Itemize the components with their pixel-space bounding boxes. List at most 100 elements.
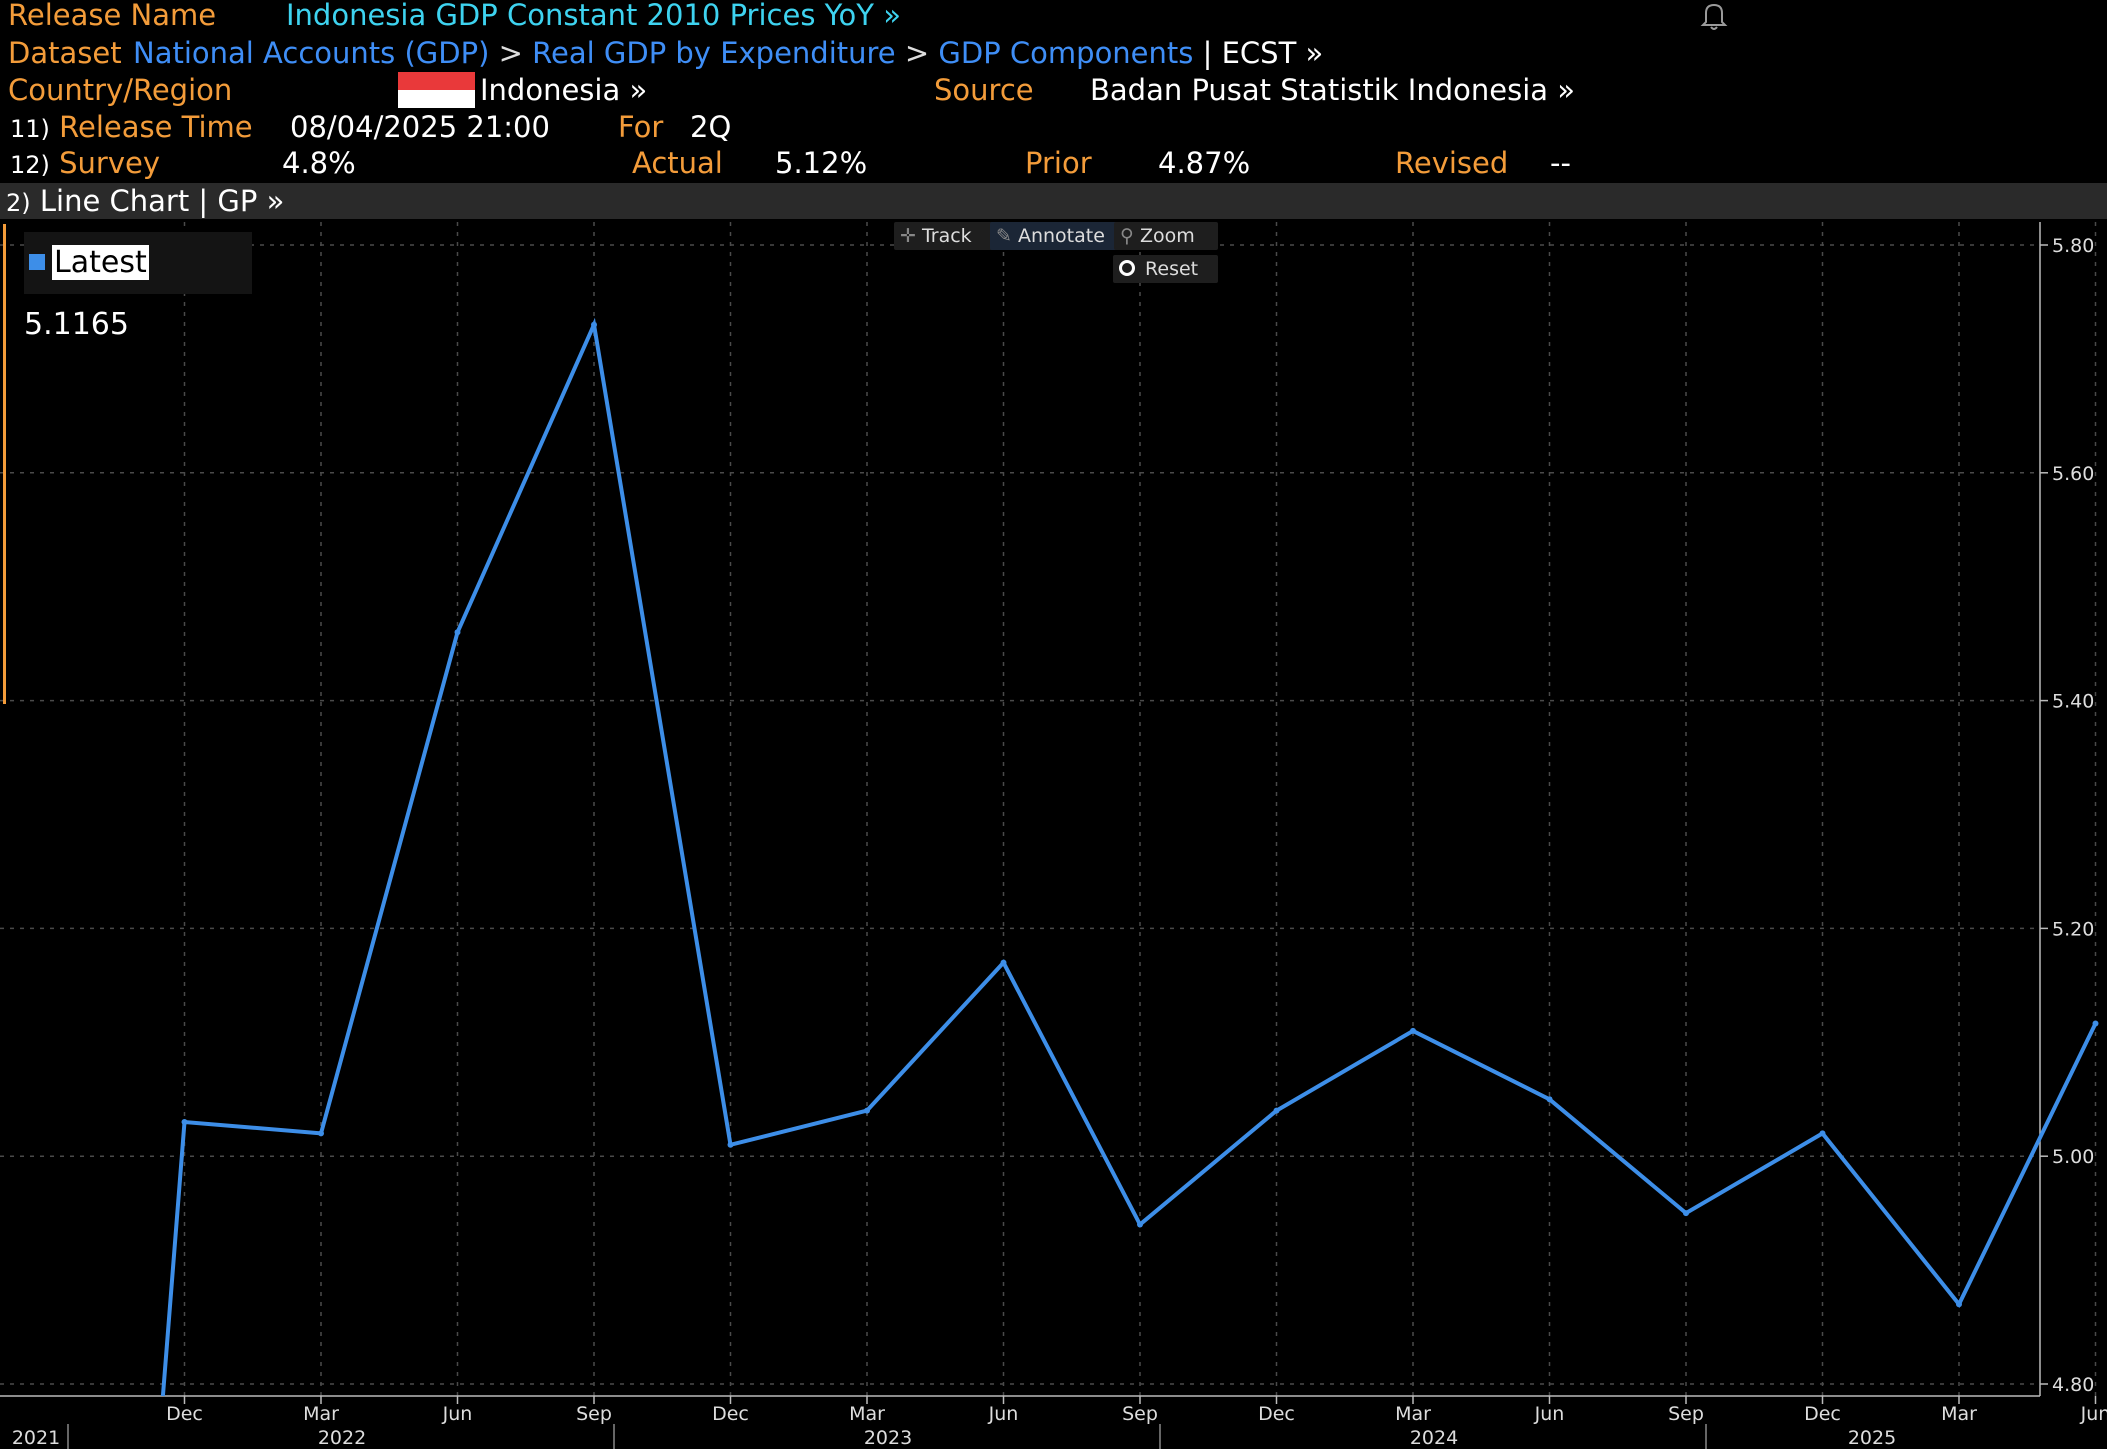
dataset-path-national-accounts[interactable]: National Accounts (GDP): [133, 36, 490, 70]
x-month-label: Sep: [1668, 1403, 1704, 1425]
section-title-link[interactable]: Line Chart | GP »: [39, 184, 285, 218]
country-label: Country/Region: [8, 73, 233, 107]
x-month-label: Dec: [712, 1403, 749, 1425]
series-point[interactable]: [727, 1141, 734, 1148]
revised-value: --: [1550, 146, 1571, 180]
line-chart[interactable]: 5.805.605.405.205.004.80 Dec Mar Jun Sep Dec…: [0, 219, 2107, 1449]
series-points: [181, 321, 2099, 1308]
source-value-wrap: Badan Pusat Statistik Indonesia »: [1090, 72, 1575, 108]
series-point[interactable]: [1137, 1221, 1143, 1228]
section-number[interactable]: 2): [6, 189, 31, 217]
survey-number[interactable]: 12): [10, 151, 50, 179]
y-tick-label: 5.20: [2052, 918, 2094, 940]
indonesia-flag-icon: [398, 72, 475, 108]
country-value-wrap: Indonesia »: [480, 72, 647, 108]
chart-grid: [0, 222, 2097, 1396]
y-tick-label: 5.80: [2052, 235, 2094, 257]
x-month-label: Jun: [2080, 1403, 2107, 1425]
gdp-yoy-series-line[interactable]: [160, 317, 2098, 1397]
prior-value: 4.87%: [1158, 146, 1251, 180]
dataset-path-gdp-components[interactable]: GDP Components: [938, 36, 1194, 70]
x-month-label: Dec: [1258, 1403, 1295, 1425]
series-point[interactable]: [318, 1130, 324, 1137]
y-axis-labels: 5.80 5.60 5.40 5.20 5.00 4.80: [2052, 235, 2094, 1396]
reset-button[interactable]: Reset: [1113, 255, 1218, 283]
magnifier-icon: ⚲: [1120, 225, 1134, 247]
breadcrumb-separator: >: [498, 36, 523, 70]
x-month-label: Dec: [166, 1403, 203, 1425]
release-name-link[interactable]: Indonesia GDP Constant 2010 Prices YoY »: [286, 0, 901, 32]
survey-row: 12) Survey: [10, 145, 160, 181]
release-time-value: 08/04/2025 21:00: [290, 110, 550, 144]
x-year-label: 2022: [318, 1427, 366, 1449]
chart-axes: [0, 222, 2097, 1449]
series-point[interactable]: [1273, 1107, 1280, 1114]
revised-label: Revised: [1395, 146, 1509, 180]
x-month-label: Mar: [849, 1403, 885, 1425]
series-point[interactable]: [1956, 1301, 1962, 1308]
zoom-button[interactable]: ⚲ Zoom: [1114, 222, 1218, 250]
series-point[interactable]: [454, 629, 461, 636]
source-label: Source: [934, 73, 1034, 107]
breadcrumb-separator: >: [904, 36, 930, 70]
x-month-label: Jun: [1534, 1403, 1565, 1425]
series-point[interactable]: [1410, 1027, 1416, 1034]
x-year-label: 2021: [12, 1427, 60, 1449]
dataset-ecst-link[interactable]: | ECST »: [1202, 36, 1324, 70]
series-point[interactable]: [1546, 1096, 1553, 1103]
for-label: For: [618, 110, 664, 144]
release-time-row: 11) Release Time: [10, 109, 253, 145]
chart-legend[interactable]: Latest 5.1165: [24, 232, 252, 342]
dataset-label: Dataset: [8, 36, 122, 70]
prior-label: Prior: [1025, 146, 1092, 180]
reset-button-label: Reset: [1145, 258, 1199, 280]
survey-label[interactable]: Survey: [59, 146, 161, 180]
release-time-label[interactable]: Release Time: [59, 110, 253, 144]
series-point[interactable]: [1819, 1130, 1826, 1137]
dataset-path-real-gdp[interactable]: Real GDP by Expenditure: [532, 36, 896, 70]
revised-value-wrap: --: [1550, 145, 1571, 181]
dataset-breadcrumb: National Accounts (GDP) > Real GDP by Ex…: [133, 35, 1323, 71]
x-month-label: Mar: [1395, 1403, 1431, 1425]
bell-icon[interactable]: [1699, 0, 1729, 32]
x-axis-labels: Dec Mar Jun Sep Dec Mar Jun Sep Dec Mar Jun Sep Dec M…: [12, 1403, 2107, 1449]
series-point[interactable]: [181, 1119, 188, 1125]
x-year-label: 2023: [864, 1427, 912, 1449]
prior-label-wrap: Prior: [1025, 145, 1092, 181]
x-month-label: Sep: [576, 1403, 612, 1425]
for-value: 2Q: [690, 110, 732, 144]
y-tick-label: 5.60: [2052, 463, 2094, 485]
x-month-label: Dec: [1804, 1403, 1841, 1425]
source-value-link[interactable]: Badan Pusat Statistik Indonesia »: [1090, 73, 1575, 107]
crosshair-icon: ✛: [900, 225, 916, 247]
reset-icon: [1119, 259, 1135, 276]
release-name-label: Release Name: [8, 0, 217, 32]
country-value-link[interactable]: Indonesia »: [480, 73, 648, 107]
series-point[interactable]: [2092, 1020, 2099, 1027]
series-point[interactable]: [1683, 1210, 1689, 1217]
legend-label: Latest: [52, 245, 149, 280]
release-name-value-wrap: Indonesia GDP Constant 2010 Prices YoY »: [286, 0, 901, 33]
x-month-label: Sep: [1122, 1403, 1158, 1425]
series-point[interactable]: [591, 321, 597, 328]
legend-swatch-icon: [29, 253, 45, 270]
x-month-label: Mar: [1941, 1403, 1977, 1425]
x-month-label: Mar: [303, 1403, 339, 1425]
pencil-icon: ✎: [996, 225, 1012, 247]
release-time-number[interactable]: 11): [10, 115, 50, 143]
line-chart-section-bar: 2) Line Chart | GP »: [0, 183, 2107, 219]
actual-value-wrap: 5.12%: [775, 145, 867, 181]
y-tick-label: 4.80: [2052, 1374, 2094, 1396]
left-accent-bar: [3, 224, 6, 704]
series-point[interactable]: [1000, 959, 1007, 966]
actual-label-wrap: Actual: [632, 145, 723, 181]
series-point[interactable]: [864, 1107, 870, 1114]
legend-value: 5.1165: [24, 307, 129, 342]
survey-value-wrap: 4.8%: [282, 145, 356, 181]
country-label-wrap: Country/Region: [8, 72, 232, 108]
x-year-label: 2024: [1410, 1427, 1458, 1449]
annotate-button[interactable]: ✎ Annotate: [990, 222, 1118, 250]
track-button-label: Track: [921, 225, 972, 247]
annotate-button-label: Annotate: [1017, 225, 1105, 247]
actual-value: 5.12%: [775, 146, 868, 180]
